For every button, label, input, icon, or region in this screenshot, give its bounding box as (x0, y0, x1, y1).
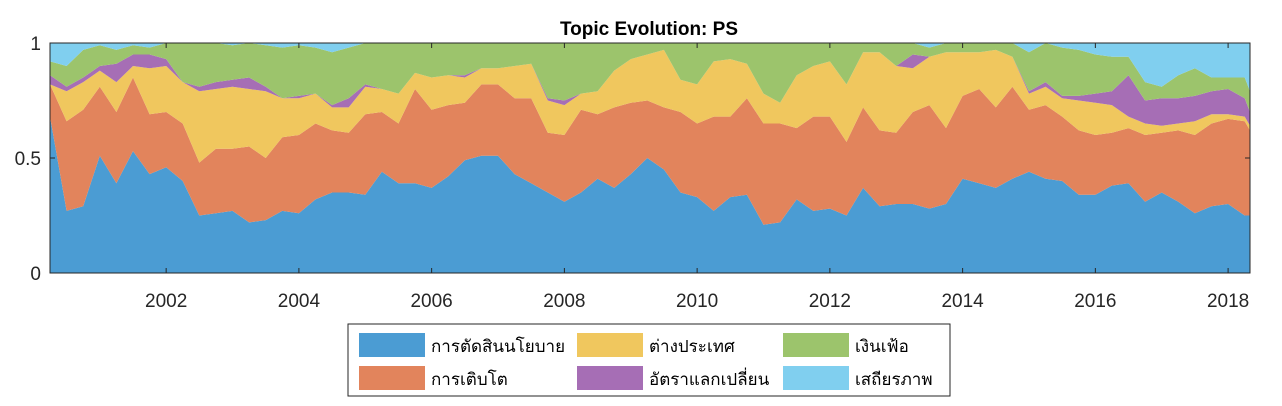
chart-title: Topic Evolution: PS (560, 19, 738, 40)
legend-label-4: อัตราแลกเปลี่ยน (649, 367, 770, 390)
area-series-2 (50, 77, 1250, 225)
x-tick-label: 2016 (1074, 291, 1116, 312)
legend-swatch-5 (783, 333, 849, 357)
x-tick-label: 2002 (145, 291, 187, 312)
area-series-6 (50, 43, 1250, 92)
legend-swatch-6 (783, 366, 849, 390)
x-tick-label: 2008 (543, 291, 585, 312)
legend-swatch-3 (577, 333, 643, 357)
legend-box (347, 323, 951, 397)
y-tick-label: 0.5 (15, 149, 41, 170)
x-tick-label: 2012 (809, 291, 851, 312)
y-tick-label: 0 (30, 264, 41, 285)
y-tick-label: 1 (30, 34, 41, 55)
x-tick-label: 2010 (676, 291, 718, 312)
x-tick-label: 2018 (1207, 291, 1249, 312)
x-tick-label: 2014 (941, 291, 984, 312)
plot-area (50, 43, 1250, 273)
legend-swatch-2 (359, 366, 425, 390)
axes: 2002 2004 2006 2008 2010 2012 2014 2016 2018 0 0.5… (15, 34, 1251, 312)
x-tick-label: 2004 (278, 291, 321, 312)
legend-swatch-1 (359, 333, 425, 357)
legend-label-3: ต่างประเทศ (649, 337, 735, 357)
legend-swatch-4 (577, 366, 643, 390)
x-tick-label: 2006 (410, 291, 452, 312)
area-series-3 (50, 49, 1250, 163)
legend-label-1: การตัดสินนโยบาย (431, 336, 565, 357)
area-series-1 (50, 116, 1250, 273)
legend-label-2: การเติบโต (431, 369, 508, 390)
area-series-5 (50, 43, 1250, 112)
legend-label-6: เสถียรภาพ (855, 370, 933, 390)
legend-label-5: เงินเฟ้อ (855, 337, 909, 357)
